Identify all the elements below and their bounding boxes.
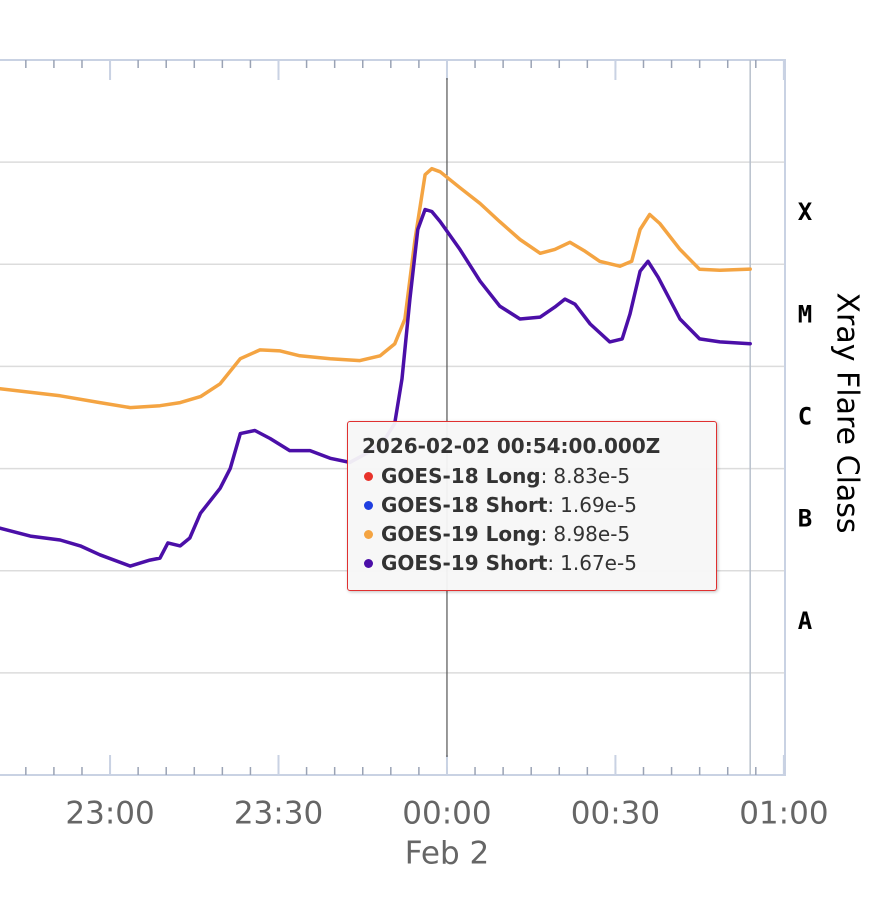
x-sublabel: Feb 2 bbox=[405, 836, 489, 872]
x-tick-label: 23:30 bbox=[234, 796, 323, 832]
y2-tick-label: M bbox=[798, 300, 812, 328]
x-tick-label: 00:30 bbox=[571, 796, 660, 832]
y2-tick-label: B bbox=[798, 505, 812, 533]
tooltip-marker bbox=[364, 472, 373, 481]
series-line bbox=[0, 207, 752, 568]
y2-tick-label: X bbox=[798, 198, 813, 226]
tooltip-value: 1.69e-5 bbox=[560, 493, 637, 517]
y2-tick-label: C bbox=[798, 403, 812, 431]
tooltip-series-name: GOES-19 Short bbox=[381, 551, 554, 575]
tooltip-value: 1.67e-5 bbox=[560, 551, 637, 575]
x-tick-label: 23:00 bbox=[65, 796, 154, 832]
x-tick-label: 01:00 bbox=[739, 796, 828, 832]
plot-border bbox=[0, 59, 786, 776]
tooltip-row: GOES-19 Long8.98e-5 bbox=[362, 520, 702, 549]
tooltip: 2026-02-02 00:54:00.000Z GOES-18 Long8.8… bbox=[347, 421, 717, 591]
tooltip-value: 8.98e-5 bbox=[553, 522, 631, 546]
tooltip-series-name: GOES-18 Long bbox=[381, 464, 547, 488]
tooltip-marker bbox=[364, 501, 373, 510]
tooltip-row: GOES-19 Short1.67e-5 bbox=[362, 549, 702, 578]
tooltip-series-name: GOES-19 Long bbox=[381, 522, 547, 546]
x-tick-label: 00:00 bbox=[402, 796, 491, 832]
tooltip-row: GOES-18 Short1.69e-5 bbox=[362, 491, 702, 520]
y2-axis-title: Xray Flare Class bbox=[830, 292, 865, 533]
y2-tick-label: A bbox=[798, 607, 813, 635]
tooltip-value: 8.83e-5 bbox=[553, 464, 631, 488]
tooltip-row: GOES-18 Long8.83e-5 bbox=[362, 462, 702, 491]
tooltip-marker bbox=[364, 530, 373, 539]
tooltip-series-name: GOES-18 Short bbox=[381, 493, 554, 517]
tooltip-marker bbox=[364, 559, 373, 568]
series-line bbox=[0, 166, 752, 410]
tooltip-title: 2026-02-02 00:54:00.000Z bbox=[362, 434, 661, 458]
